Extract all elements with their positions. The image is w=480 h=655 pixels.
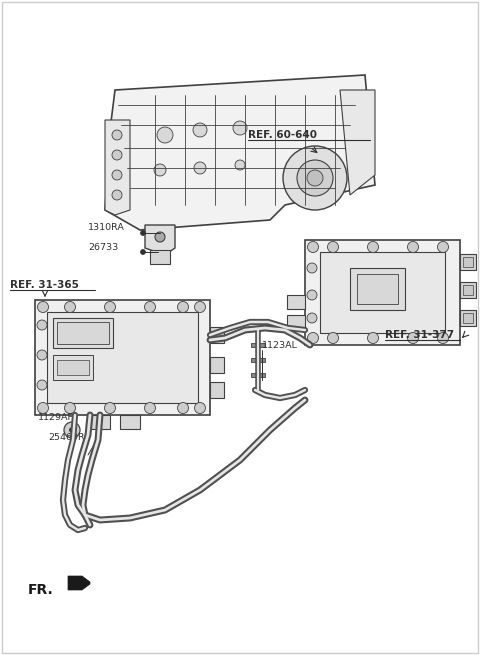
Polygon shape bbox=[105, 120, 130, 215]
Bar bbox=[53, 318, 113, 348]
Circle shape bbox=[194, 403, 205, 413]
Bar bbox=[460, 310, 476, 326]
Text: 1310RA: 1310RA bbox=[88, 223, 125, 233]
Bar bbox=[350, 268, 405, 310]
Polygon shape bbox=[68, 576, 90, 590]
Bar bbox=[251, 358, 265, 362]
Circle shape bbox=[437, 242, 448, 252]
Text: REF. 60-640: REF. 60-640 bbox=[248, 130, 317, 140]
Circle shape bbox=[368, 242, 379, 252]
Circle shape bbox=[64, 422, 80, 438]
Polygon shape bbox=[105, 75, 375, 230]
Circle shape bbox=[308, 333, 319, 343]
Text: REF. 31-365: REF. 31-365 bbox=[10, 280, 79, 290]
Circle shape bbox=[327, 333, 338, 343]
Circle shape bbox=[193, 123, 207, 137]
Circle shape bbox=[327, 242, 338, 252]
Bar bbox=[210, 327, 224, 343]
Circle shape bbox=[155, 232, 165, 242]
Circle shape bbox=[283, 146, 347, 210]
Bar bbox=[287, 295, 305, 309]
Circle shape bbox=[37, 301, 48, 312]
Circle shape bbox=[154, 164, 166, 176]
Bar bbox=[460, 282, 476, 298]
Polygon shape bbox=[145, 225, 175, 255]
Bar bbox=[210, 357, 224, 373]
Bar bbox=[460, 254, 476, 270]
Circle shape bbox=[178, 301, 189, 312]
Circle shape bbox=[194, 301, 205, 312]
Circle shape bbox=[37, 320, 47, 330]
Bar bbox=[210, 382, 224, 398]
Bar bbox=[320, 252, 445, 333]
Bar bbox=[120, 415, 140, 429]
Circle shape bbox=[194, 162, 206, 174]
Circle shape bbox=[112, 190, 122, 200]
Bar bbox=[57, 322, 109, 344]
Circle shape bbox=[408, 242, 419, 252]
Text: FR.: FR. bbox=[28, 583, 54, 597]
Bar bbox=[35, 300, 210, 415]
Circle shape bbox=[112, 130, 122, 140]
Circle shape bbox=[37, 350, 47, 360]
Circle shape bbox=[307, 263, 317, 273]
Circle shape bbox=[144, 403, 156, 413]
Circle shape bbox=[141, 250, 145, 255]
Text: 1123AL: 1123AL bbox=[262, 341, 298, 350]
Circle shape bbox=[233, 121, 247, 135]
Circle shape bbox=[297, 160, 333, 196]
Circle shape bbox=[307, 290, 317, 300]
Bar bbox=[463, 257, 473, 267]
Bar bbox=[90, 415, 110, 429]
Circle shape bbox=[408, 333, 419, 343]
Circle shape bbox=[308, 242, 319, 252]
Circle shape bbox=[307, 170, 323, 186]
Bar bbox=[287, 315, 305, 329]
Circle shape bbox=[37, 403, 48, 413]
Bar bbox=[357, 274, 398, 304]
Circle shape bbox=[157, 127, 173, 143]
Circle shape bbox=[141, 231, 145, 236]
Bar bbox=[463, 313, 473, 323]
Circle shape bbox=[178, 403, 189, 413]
Bar bbox=[57, 360, 89, 375]
Circle shape bbox=[37, 380, 47, 390]
Circle shape bbox=[437, 333, 448, 343]
Text: 1129AF: 1129AF bbox=[38, 413, 74, 422]
Bar bbox=[53, 355, 93, 380]
Bar bbox=[251, 373, 265, 377]
Circle shape bbox=[70, 428, 74, 432]
Circle shape bbox=[144, 301, 156, 312]
Circle shape bbox=[235, 160, 245, 170]
Circle shape bbox=[368, 333, 379, 343]
Circle shape bbox=[105, 301, 116, 312]
Circle shape bbox=[112, 170, 122, 180]
Bar bbox=[463, 285, 473, 295]
Text: 25460R: 25460R bbox=[48, 434, 84, 443]
Text: REF. 31-377: REF. 31-377 bbox=[385, 330, 454, 340]
Bar bbox=[251, 343, 265, 347]
Circle shape bbox=[307, 313, 317, 323]
Circle shape bbox=[112, 150, 122, 160]
Bar bbox=[150, 250, 170, 264]
Circle shape bbox=[105, 403, 116, 413]
Circle shape bbox=[64, 403, 75, 413]
Polygon shape bbox=[340, 90, 375, 195]
Bar bbox=[47, 312, 198, 403]
Text: 26733: 26733 bbox=[88, 244, 118, 252]
Circle shape bbox=[64, 301, 75, 312]
Bar bbox=[305, 240, 460, 345]
